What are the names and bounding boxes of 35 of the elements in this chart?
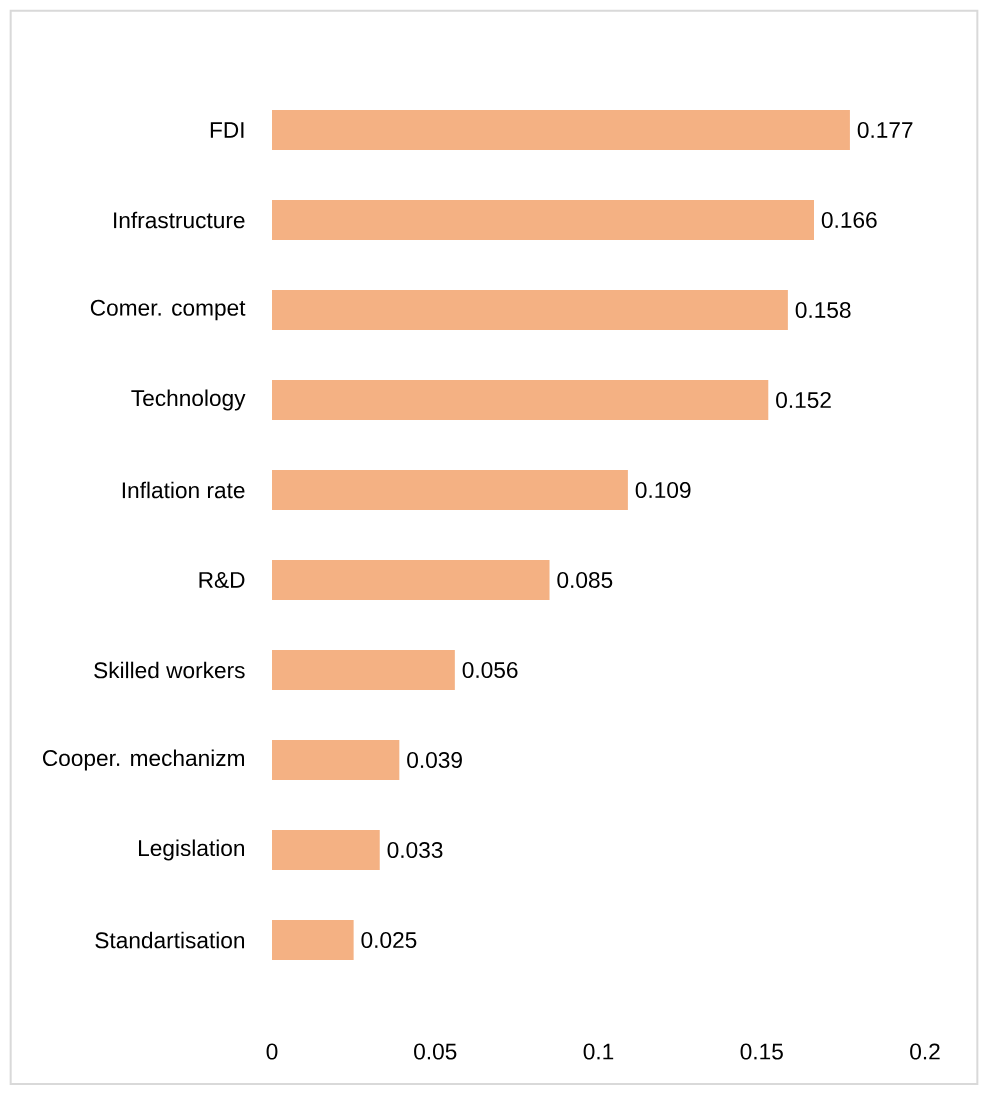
data-label: 0.152 xyxy=(776,391,831,409)
y-tick-label: Standartisation xyxy=(95,931,245,949)
y-tick-label: Technology xyxy=(131,389,246,411)
x-tick-label: 0 xyxy=(266,1043,278,1060)
y-tick-label: Comer. compet xyxy=(90,299,246,321)
bar xyxy=(272,110,850,151)
bar xyxy=(272,830,380,871)
data-label: 0.039 xyxy=(407,752,462,769)
data-label: 0.056 xyxy=(462,662,518,679)
y-tick-label: Cooper. mechanizm xyxy=(42,749,244,771)
x-tick-label: 0.1 xyxy=(583,1043,614,1060)
y-tick-label: Inflation rate xyxy=(122,481,245,499)
data-label: 0.033 xyxy=(387,842,443,859)
bar xyxy=(272,920,354,961)
data-label: 0.158 xyxy=(795,301,851,319)
x-tick-label: 0.15 xyxy=(740,1043,783,1060)
data-label: 0.025 xyxy=(361,932,417,949)
x-tick-label: 0.05 xyxy=(414,1043,457,1060)
y-tick-label: Skilled workers xyxy=(94,661,245,679)
y-tick-label: R&D xyxy=(199,572,245,588)
x-tick-label: 0.2 xyxy=(910,1043,940,1060)
bar xyxy=(272,560,550,601)
bar xyxy=(272,650,455,691)
bar xyxy=(272,200,814,241)
y-tick-label: FDI xyxy=(210,122,244,138)
y-tick-label: Legislation xyxy=(139,839,245,861)
data-label: 0.177 xyxy=(857,121,913,139)
bar xyxy=(272,470,628,511)
y-tick-label: Infrastructure xyxy=(114,211,245,229)
bar xyxy=(272,740,400,781)
data-label: 0.085 xyxy=(557,571,613,589)
data-label: 0.166 xyxy=(821,211,877,229)
bar xyxy=(272,380,769,421)
bar xyxy=(272,290,788,331)
data-label: 0.109 xyxy=(635,481,691,499)
